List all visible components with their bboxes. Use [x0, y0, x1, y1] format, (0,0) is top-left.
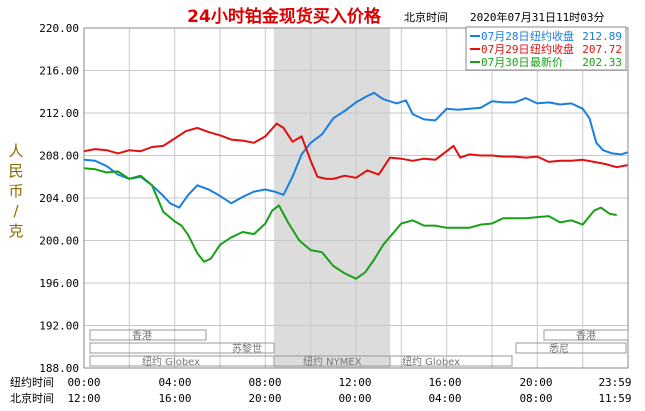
- y-axis-label-char: /: [13, 202, 19, 220]
- legend-series-name: 07月28日: [481, 30, 530, 43]
- y-tick-labels: 220.00 216.00 212.00 208.00 204.00 200.00 196.…: [39, 22, 79, 375]
- x-tick-label-ny: 12:00: [338, 376, 371, 389]
- x-tick-label-bj: 16:00: [158, 392, 191, 405]
- y-axis-label-char: 人: [8, 142, 23, 160]
- plot-frame: [83, 27, 629, 369]
- legend-series-name: 07月29日: [481, 43, 530, 56]
- y-axis-label-char: 民: [8, 162, 23, 180]
- market-label-zurich: 苏黎世: [232, 342, 262, 355]
- x-tick-label-bj: 04:00: [428, 392, 461, 405]
- x-tick-label-ny: 04:00: [158, 376, 191, 389]
- x-tick-label-ny: 08:00: [248, 376, 281, 389]
- y-tick-label: 200.00: [39, 235, 79, 248]
- chart-title: 24小时铂金现货买入价格: [187, 6, 382, 27]
- legend-value: 207.72: [582, 43, 622, 56]
- series-line-1: [83, 91, 628, 209]
- legend-series-name: 07月30日: [481, 56, 530, 69]
- legend-kind: 纽约收盘: [530, 29, 574, 43]
- market-sessions: 香港 苏黎世 纽约 Globex 纽约 NYMEX 纽约 Globex 悉尼 香…: [89, 329, 629, 368]
- y-axis-label-char: 克: [8, 222, 23, 240]
- legend-box: [465, 26, 627, 71]
- series-lines: [83, 91, 628, 280]
- header-datetime: 2020年07月31日11时03分: [470, 10, 604, 24]
- market-label-globex-1: 纽约 Globex: [142, 355, 200, 368]
- header-location: 北京时间: [404, 10, 448, 24]
- legend-value: 202.33: [582, 56, 622, 69]
- market-label-hongkong: 香港: [132, 330, 152, 342]
- market-label-globex-2: 纽约 Globex: [402, 355, 460, 368]
- y-tick-label: 204.00: [39, 192, 79, 205]
- x-tick-label-ny: 20:00: [519, 376, 552, 389]
- y-tick-label: 212.00: [39, 107, 79, 120]
- y-tick-label: 188.00: [39, 362, 79, 375]
- legend-value: 212.89: [582, 30, 622, 43]
- chart-grid: [84, 28, 628, 368]
- legend-kind: 纽约收盘: [530, 42, 574, 56]
- x-tick-label-bj: 11:59: [598, 392, 631, 405]
- y-tick-label: 196.00: [39, 277, 79, 290]
- market-label-sydney: 悉尼: [549, 343, 569, 355]
- y-axis-label-char: 币: [8, 182, 23, 200]
- x-row-label-bj: 北京时间: [10, 391, 54, 405]
- x-tick-label-ny: 23:59: [598, 376, 631, 389]
- y-tick-label: 220.00: [39, 22, 79, 35]
- market-label-hongkong-2: 香港: [576, 330, 596, 342]
- legend: 07月28日 纽约收盘 212.89 07月29日 纽约收盘 207.72 07月30日 最新…: [465, 26, 627, 71]
- x-tick-label-bj: 08:00: [519, 392, 552, 405]
- x-tick-label-ny: 16:00: [428, 376, 461, 389]
- x-tick-label-ny: 00:00: [67, 376, 100, 389]
- series-line-2: [83, 122, 628, 180]
- series-line-3: [83, 167, 617, 280]
- x-tick-label-bj: 12:00: [67, 392, 100, 405]
- legend-kind: 最新价: [530, 55, 563, 69]
- x-row-label-ny: 纽约时间: [10, 375, 54, 389]
- y-axis-label: 人民币 / 克: [8, 142, 23, 240]
- x-tick-label-bj: 00:00: [338, 392, 371, 405]
- y-tick-label: 208.00: [39, 150, 79, 163]
- market-label-nymex: 纽约 NYMEX: [303, 355, 362, 368]
- x-tick-labels: 00:00 04:00 08:00 12:00 16:00 20:00 23:59 12:00…: [67, 376, 631, 405]
- x-tick-label-bj: 20:00: [248, 392, 281, 405]
- y-tick-label: 216.00: [39, 65, 79, 78]
- y-tick-label: 192.00: [39, 320, 79, 333]
